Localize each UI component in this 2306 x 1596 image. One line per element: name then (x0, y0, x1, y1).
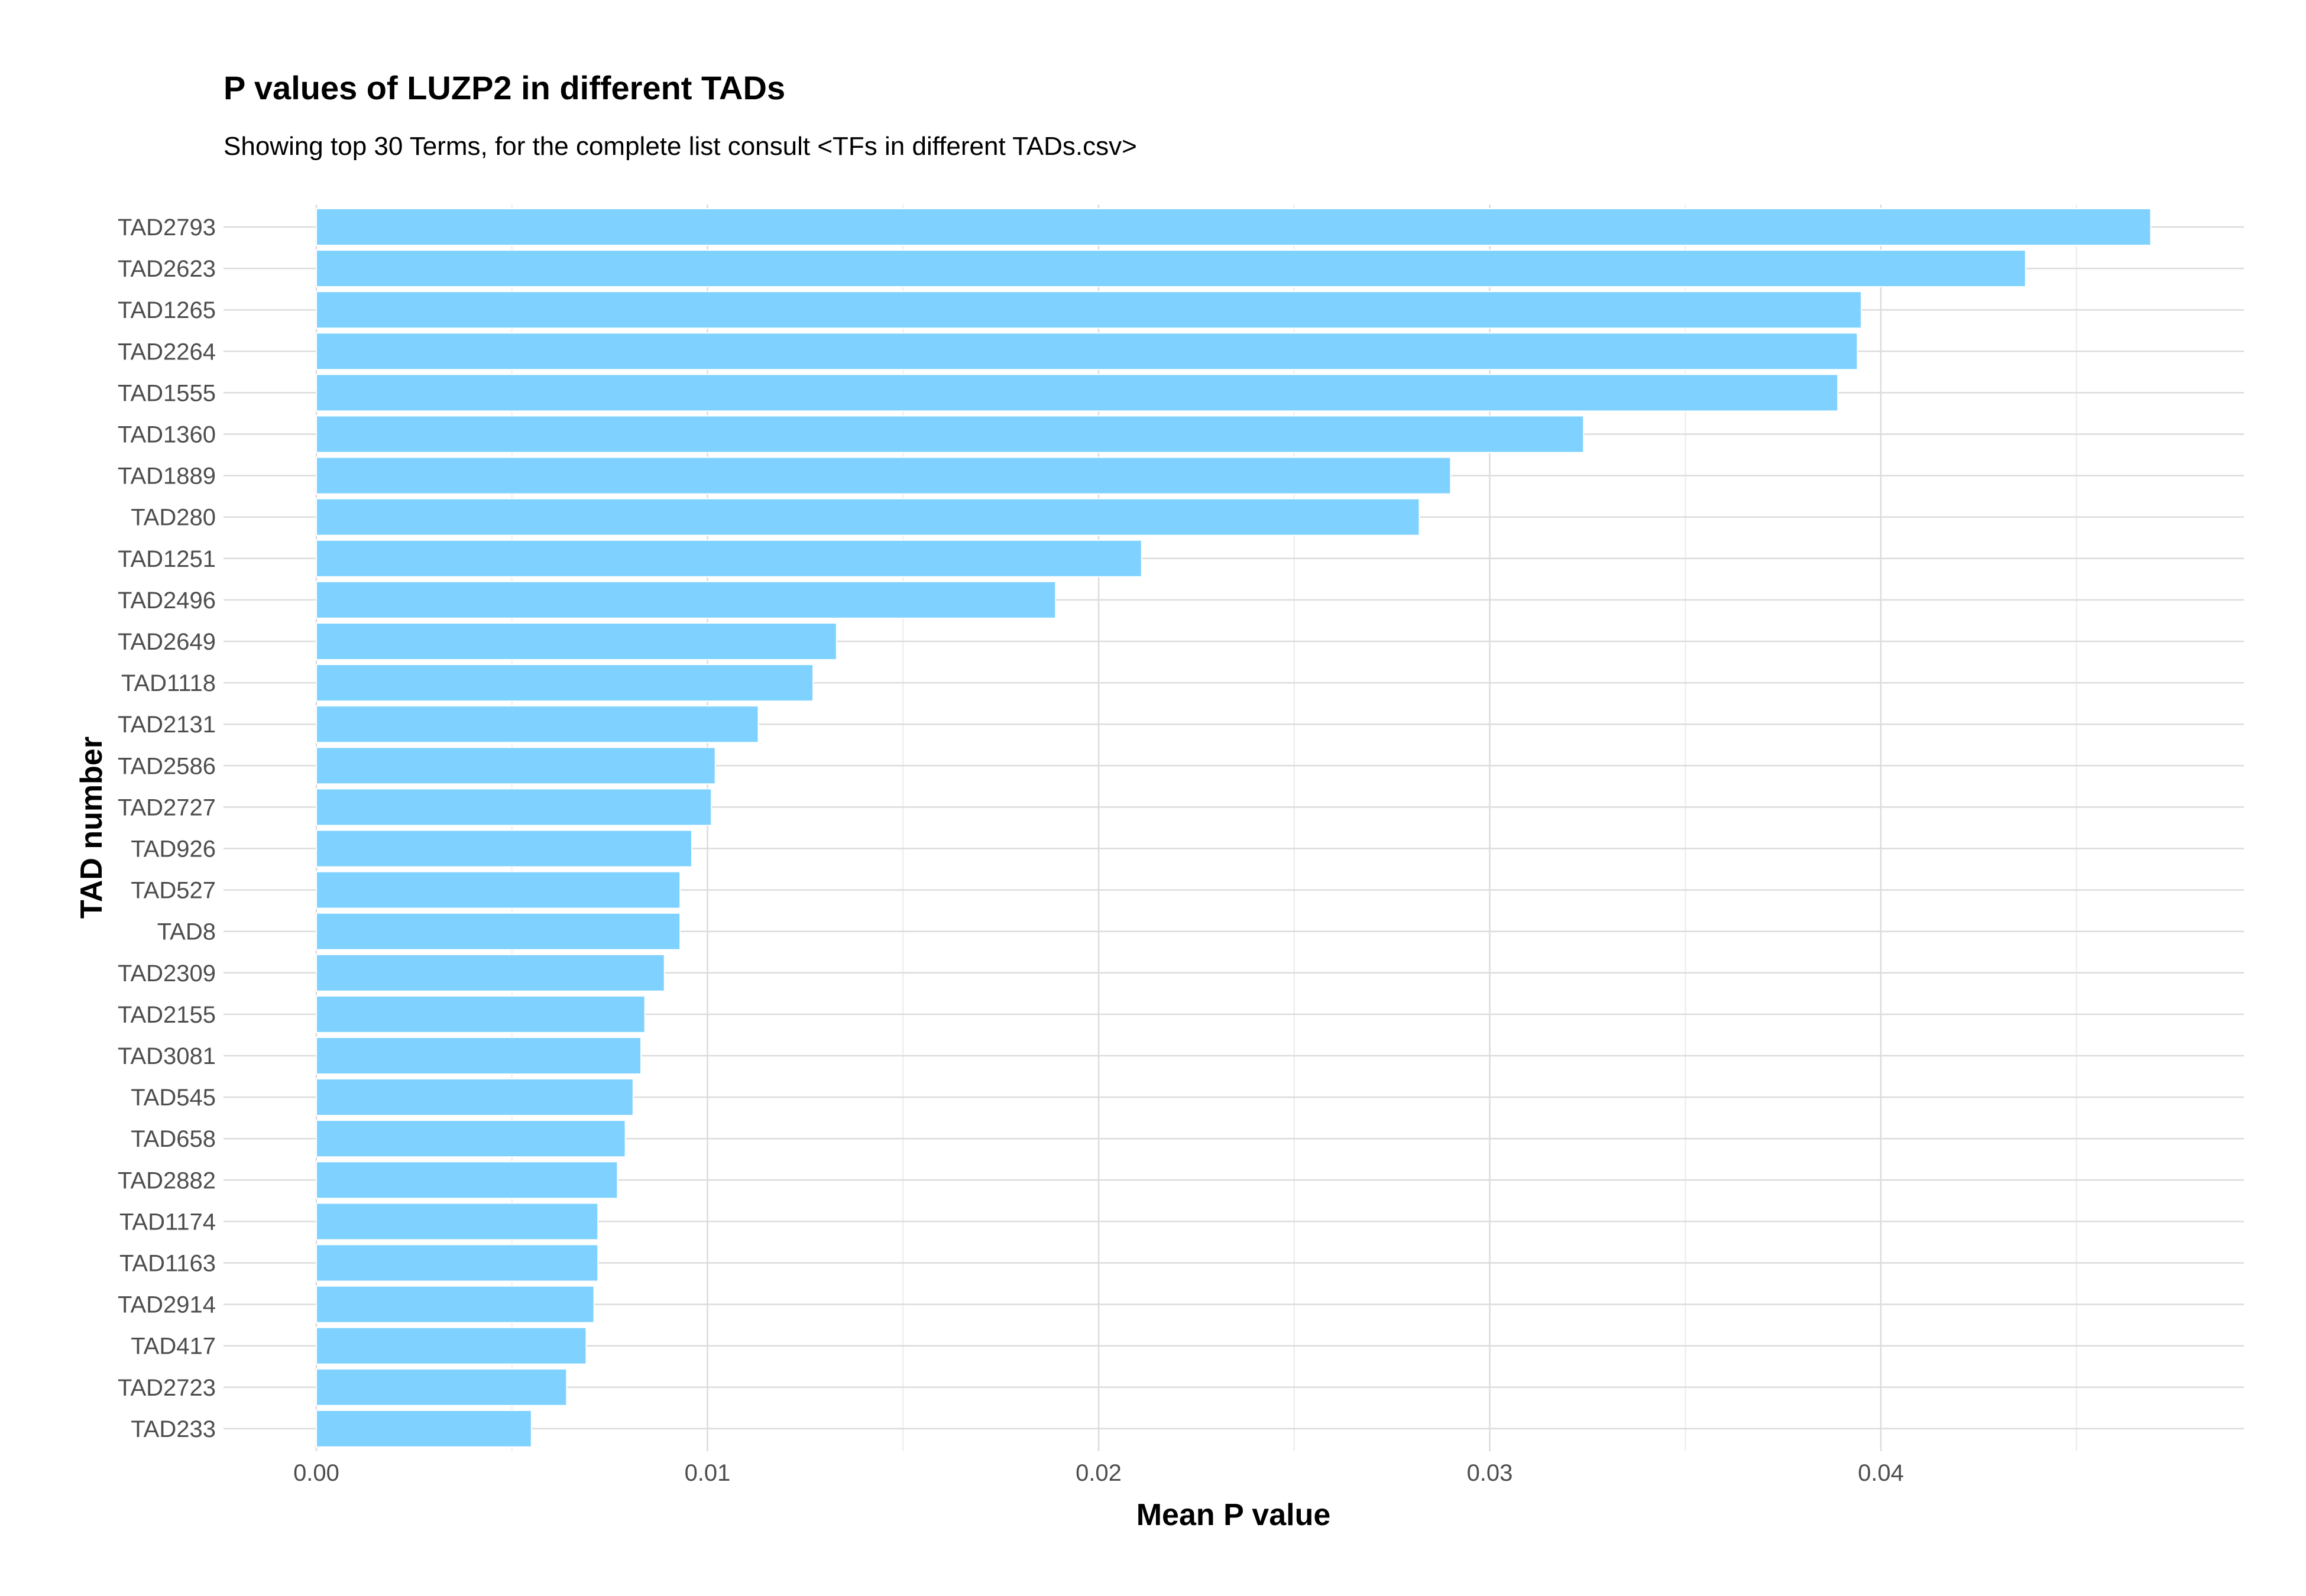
y-tick-label: TAD2496 (118, 588, 216, 614)
y-tick-label: TAD2309 (118, 961, 216, 987)
y-tick-label: TAD8 (157, 919, 216, 945)
bar-tad1555 (316, 374, 1839, 412)
bar-tad1360 (316, 415, 1585, 453)
y-tick-label: TAD1555 (118, 380, 216, 406)
bar-tad1265 (316, 291, 1862, 329)
y-tick-label: TAD2264 (118, 339, 216, 365)
y-tick-label: TAD545 (131, 1085, 216, 1111)
y-tick-label: TAD527 (131, 878, 216, 904)
y-tick-label: TAD1265 (118, 297, 216, 323)
bar-tad2723 (316, 1368, 568, 1406)
y-tick-label: TAD2623 (118, 256, 216, 282)
bar-tad658 (316, 1120, 626, 1158)
y-tick-label: TAD1360 (118, 422, 216, 448)
x-tick-label: 0.00 (293, 1460, 339, 1486)
bar-tad1889 (316, 456, 1452, 495)
bar-tad2882 (316, 1161, 618, 1199)
chart-subtitle: Showing top 30 Terms, for the complete l… (224, 132, 1137, 161)
bar-tad280 (316, 498, 1420, 536)
bar-tad2309 (316, 953, 665, 992)
bar-tad2914 (316, 1285, 595, 1323)
x-tick-label: 0.04 (1858, 1460, 1904, 1486)
bar-tad2649 (316, 622, 837, 660)
y-tick-label: TAD1174 (119, 1209, 216, 1235)
y-tick-label: TAD2914 (118, 1292, 216, 1318)
y-tick-label: TAD2131 (118, 712, 216, 738)
bar-tad2727 (316, 788, 712, 826)
y-tick-label: TAD1163 (119, 1251, 216, 1277)
y-tick-label: TAD280 (131, 505, 216, 531)
y-tick-label: TAD926 (131, 836, 216, 862)
bar-tad2496 (316, 580, 1057, 619)
bar-tad417 (316, 1326, 587, 1365)
bar-tad1163 (316, 1244, 599, 1282)
y-tick-label: TAD658 (131, 1126, 216, 1152)
y-tick-label: TAD233 (131, 1416, 216, 1442)
bar-tad3081 (316, 1037, 642, 1075)
bar-tad2155 (316, 995, 646, 1033)
y-tick-label: TAD2586 (118, 753, 216, 779)
y-tick-label: TAD417 (131, 1334, 216, 1360)
y-tick-label: TAD1251 (118, 546, 216, 572)
bar-tad1174 (316, 1202, 599, 1241)
y-tick-label: TAD2649 (118, 629, 216, 655)
chart-title: P values of LUZP2 in different TADs (224, 69, 785, 106)
bar-tad233 (316, 1409, 532, 1448)
bar-tad1251 (316, 539, 1142, 578)
bar-tad527 (316, 871, 681, 909)
y-tick-label: TAD1889 (118, 463, 216, 489)
y-tick-label: TAD2155 (118, 1002, 216, 1028)
x-tick-label: 0.02 (1076, 1460, 1122, 1486)
y-axis-label: TAD number (75, 737, 109, 919)
bar-tad1118 (316, 664, 814, 702)
bar-tad926 (316, 829, 693, 868)
x-tick-labels: 0.00 0.01 0.02 0.03 0.04 (293, 1460, 1904, 1486)
bar-tad2793 (316, 208, 2152, 246)
y-tick-label: TAD2723 (118, 1375, 216, 1401)
bar-tad8 (316, 912, 681, 951)
y-tick-label: TAD2793 (118, 215, 216, 241)
y-tick-labels: TAD2793 TAD2623 TAD1265 TAD2264 TAD1555 TAD13… (118, 215, 216, 1442)
bar-tad2586 (316, 747, 716, 785)
bar-tad545 (316, 1078, 634, 1117)
y-tick-label: TAD2727 (118, 794, 216, 820)
bar-tad2623 (316, 249, 2026, 288)
bars (316, 208, 2152, 1448)
y-tick-label: TAD1118 (121, 670, 216, 696)
x-tick-label: 0.01 (685, 1460, 731, 1486)
y-tick-label: TAD2882 (118, 1167, 216, 1193)
y-tick-label: TAD3081 (118, 1043, 216, 1069)
bar-tad2264 (316, 332, 1858, 371)
bar-tad2131 (316, 705, 759, 744)
x-axis-label: Mean P value (1136, 1498, 1331, 1532)
x-tick-label: 0.03 (1467, 1460, 1513, 1486)
